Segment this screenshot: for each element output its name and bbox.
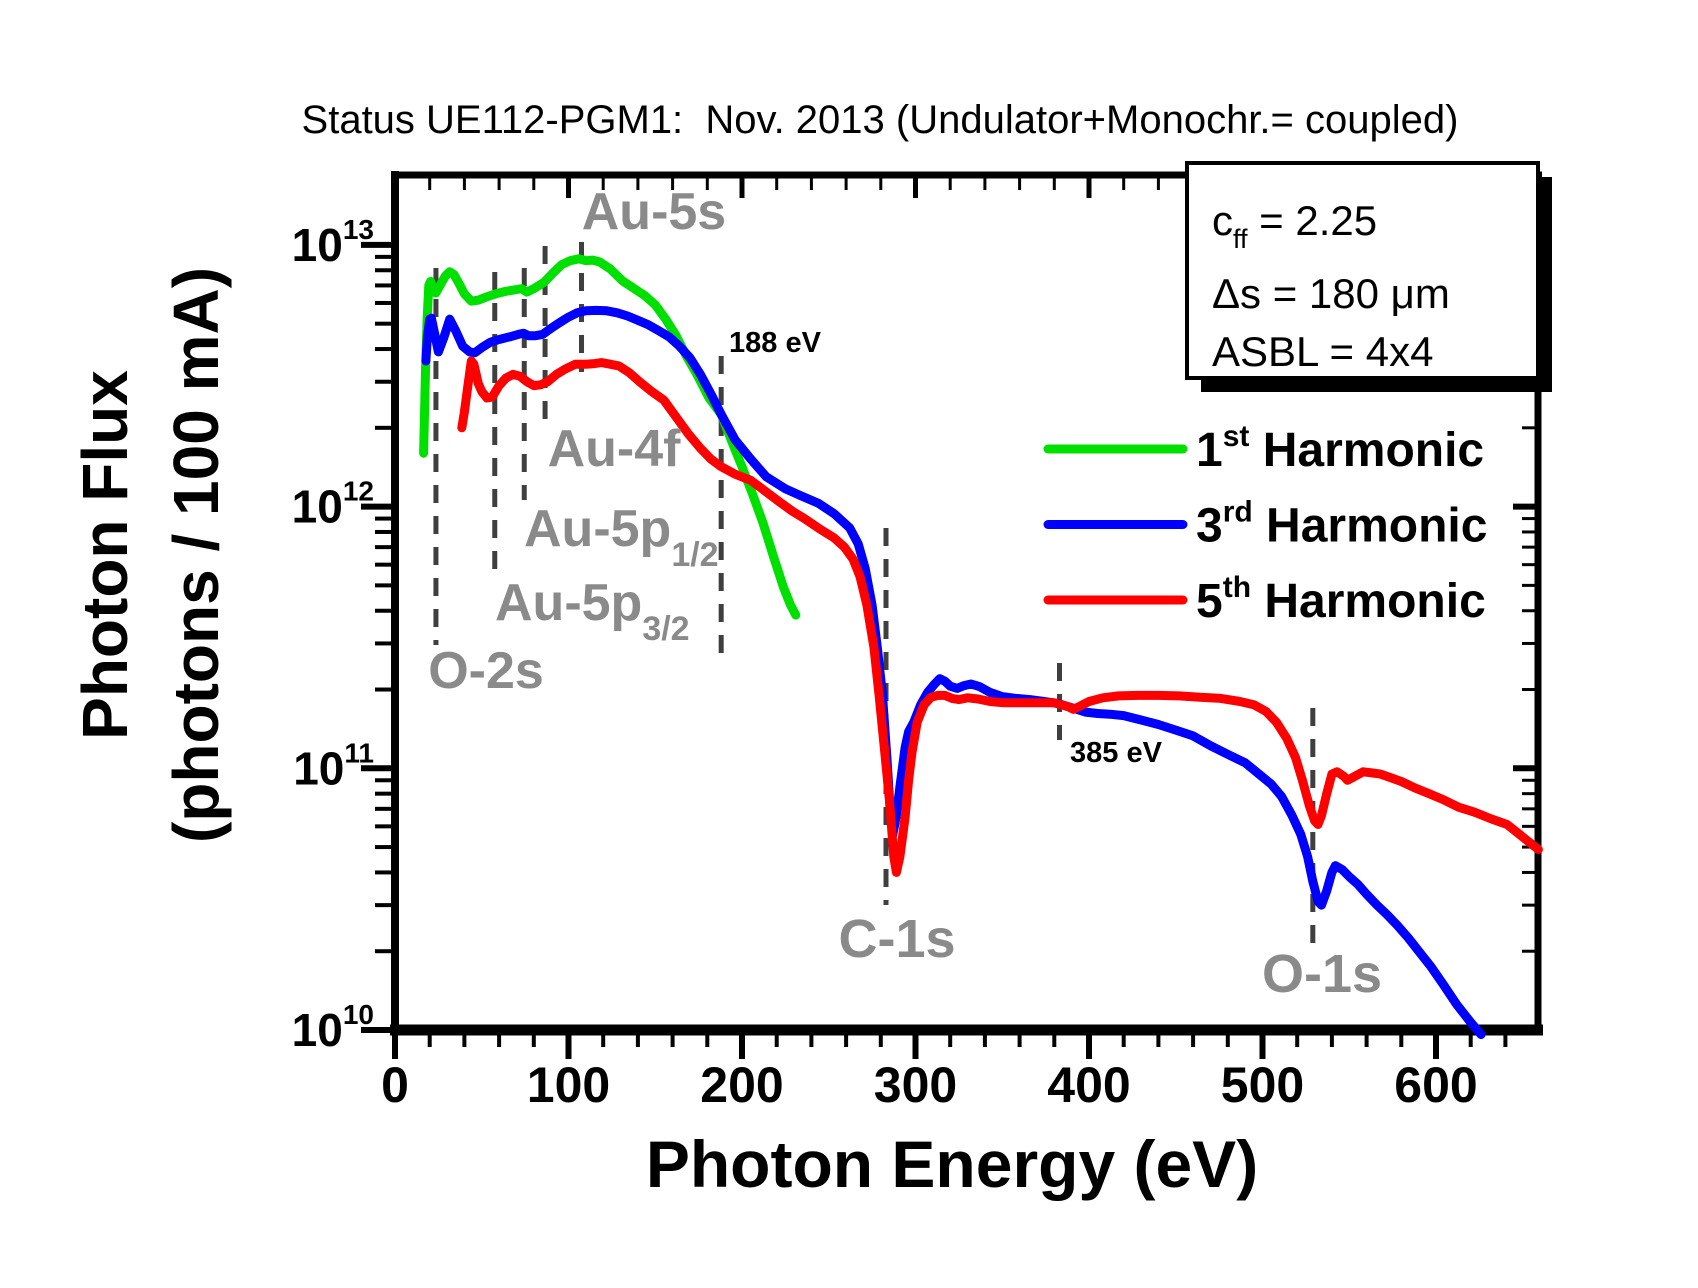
y-axis-title-line1: Photon Flux bbox=[69, 370, 141, 740]
harmonic-curves bbox=[419, 254, 1543, 1040]
legend: 1st Harmonic 3rd Harmonic 5th Harmonic bbox=[1043, 420, 1487, 628]
edge-label-au5p12: Au-5p1/2 bbox=[524, 500, 719, 574]
edge-label-au5p32: Au-5p3/2 bbox=[495, 574, 690, 648]
x-axis-title: Photon Energy (eV) bbox=[646, 1127, 1258, 1201]
edge-label-au5s: Au-5s bbox=[582, 183, 726, 241]
info-line-exit-slit: Δs = 180 μm bbox=[1212, 270, 1450, 317]
curve-5th-harmonic bbox=[457, 356, 1543, 877]
edge-label-au4f: Au-4f bbox=[548, 420, 682, 478]
x-tick-label: 300 bbox=[874, 1057, 957, 1113]
y-tick-label: 1012 bbox=[292, 476, 374, 533]
x-tick-label: 400 bbox=[1047, 1057, 1130, 1113]
info-box-text: cff = 2.25 Δs = 180 μm ASBL = 4x4 bbox=[1212, 197, 1450, 375]
energy-label-188ev: 188 eV bbox=[729, 327, 822, 359]
y-tick-label: 1013 bbox=[292, 214, 374, 271]
x-tick-label: 600 bbox=[1394, 1057, 1477, 1113]
energy-label-385ev: 385 eV bbox=[1070, 737, 1163, 769]
legend-label-5th: 5th Harmonic bbox=[1196, 571, 1486, 628]
info-line-cff: cff = 2.25 bbox=[1212, 197, 1377, 254]
legend-label-1st: 1st Harmonic bbox=[1196, 420, 1484, 477]
y-tick-label: 1010 bbox=[292, 999, 374, 1056]
annotation-labels: Au-5s Au-4f O-2s C-1s O-1s 188 eV 385 eV… bbox=[428, 183, 1382, 1004]
curve-3rd-harmonic bbox=[421, 305, 1486, 1040]
info-box-frame bbox=[1185, 161, 1540, 380]
y-tick-label: 1011 bbox=[293, 737, 374, 794]
legend-label-3rd: 3rd Harmonic bbox=[1196, 496, 1487, 553]
edge-label-o2s: O-2s bbox=[428, 642, 544, 700]
edge-label-o1s: O-1s bbox=[1262, 944, 1382, 1004]
chart-title: Status UE112-PGM1: Nov. 2013 (Undulator+… bbox=[302, 98, 1459, 142]
x-tick-label: 200 bbox=[700, 1057, 783, 1113]
x-tick-label: 500 bbox=[1221, 1057, 1304, 1113]
info-box: cff = 2.25 Δs = 180 μm ASBL = 4x4 bbox=[1185, 161, 1552, 392]
x-tick-label: 100 bbox=[527, 1057, 610, 1113]
y-axis-title-line2: (photons / 100 mA) bbox=[160, 267, 232, 843]
info-line-asbl: ASBL = 4x4 bbox=[1212, 328, 1433, 375]
x-tick-label: 0 bbox=[381, 1057, 409, 1113]
edge-label-c1s: C-1s bbox=[838, 909, 955, 969]
